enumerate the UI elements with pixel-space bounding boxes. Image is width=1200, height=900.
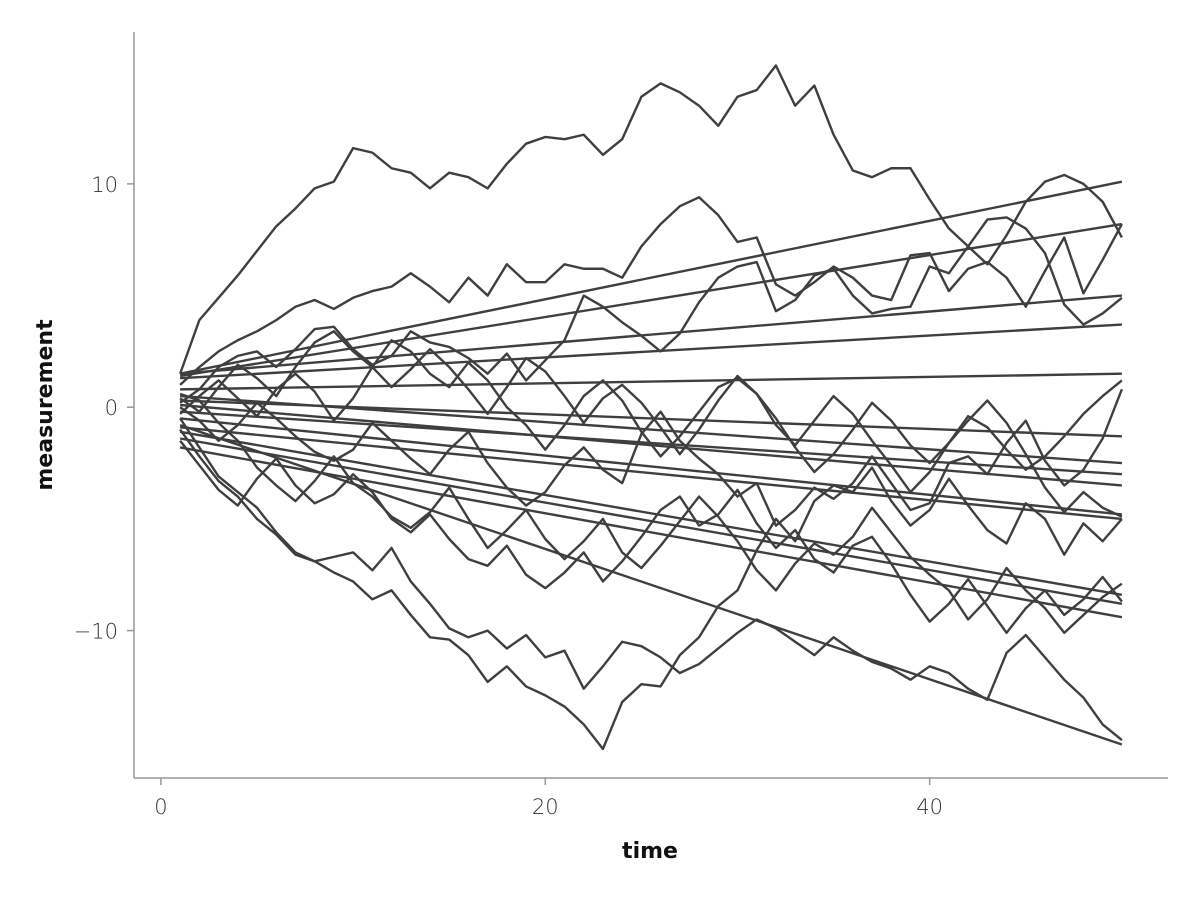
series-line bbox=[179, 216, 1123, 404]
series-line bbox=[179, 437, 1123, 605]
series-line bbox=[179, 423, 1123, 746]
series-line bbox=[179, 440, 1123, 635]
series-line bbox=[179, 392, 1123, 635]
series-line bbox=[179, 446, 1123, 619]
series-line bbox=[180, 323, 1122, 380]
series-line bbox=[180, 403, 1122, 487]
series-line bbox=[180, 417, 1122, 516]
series-line bbox=[180, 426, 1122, 521]
series-line bbox=[180, 294, 1122, 375]
series-line bbox=[179, 64, 1123, 375]
series-line bbox=[179, 417, 1123, 741]
series-line bbox=[179, 330, 1123, 518]
x-tick-label: 20 bbox=[532, 795, 559, 819]
x-tick-label: 0 bbox=[154, 795, 167, 819]
series-line bbox=[179, 430, 1123, 597]
y-axis-title: measurement bbox=[33, 319, 58, 491]
series-line bbox=[179, 428, 1123, 751]
series-line bbox=[180, 372, 1122, 391]
series-line bbox=[180, 410, 1122, 476]
series-line bbox=[179, 222, 1123, 378]
x-tick-label: 40 bbox=[916, 795, 943, 819]
y-tick-label: 0 bbox=[105, 396, 118, 420]
series-line bbox=[179, 180, 1123, 375]
series-line bbox=[179, 196, 1123, 386]
y-tick-label: 10 bbox=[91, 173, 118, 197]
x-axis-title: time bbox=[622, 839, 678, 864]
series-line bbox=[180, 394, 1122, 465]
y-tick-label: −10 bbox=[74, 620, 118, 644]
